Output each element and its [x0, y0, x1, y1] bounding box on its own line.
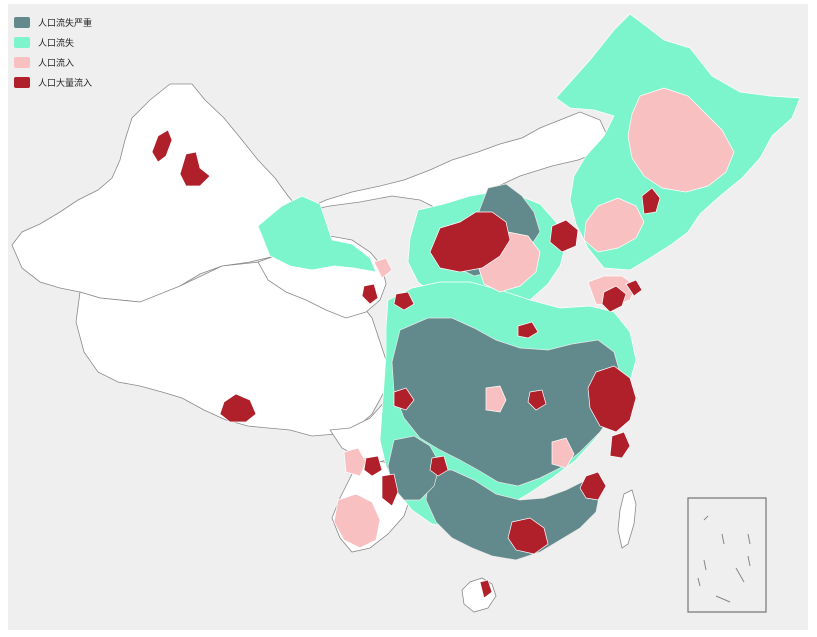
inset-island-mark: [747, 555, 751, 567]
inflow-liaoning[interactable]: [583, 197, 645, 253]
major-inflow-fuzhou[interactable]: [609, 431, 631, 459]
inflow-northeast-plain[interactable]: [627, 87, 735, 193]
inflow-jiangxi[interactable]: [551, 437, 575, 469]
inset-island-mark: [747, 533, 751, 545]
legend-swatch: [14, 76, 30, 88]
major-inflow-shanghai[interactable]: [587, 365, 637, 433]
major-inflow-inner-mongolia[interactable]: [429, 211, 511, 273]
major-inflow-lanzhou[interactable]: [361, 283, 379, 305]
major-inflow-qingdao[interactable]: [625, 279, 643, 297]
legend-swatch: [14, 56, 30, 68]
inset-island-mark: [697, 577, 701, 587]
legend-swatch: [14, 36, 30, 48]
major-inflow-beijing[interactable]: [549, 219, 579, 253]
major-inflow-dalian[interactable]: [601, 285, 627, 313]
hainan-island: [461, 577, 497, 613]
legend-item-major-inflow[interactable]: 人口大量流入: [14, 72, 92, 92]
major-inflow-chongqing[interactable]: [429, 455, 449, 477]
major-inflow-chengdu[interactable]: [393, 387, 415, 411]
taiwan-island: [617, 489, 637, 549]
major-inflow-karamay[interactable]: [179, 151, 211, 187]
inset-islands: [697, 515, 751, 603]
heavy-loss-southeast[interactable]: [425, 469, 601, 561]
inner-mongolia-west-region: [299, 111, 613, 215]
inset-island-mark: [703, 515, 709, 521]
inset-island-mark: [703, 559, 707, 571]
major-inflow-yinchuan[interactable]: [393, 291, 415, 311]
legend-item-severe-loss[interactable]: 人口流失严重: [14, 12, 92, 32]
major-inflow-kunming[interactable]: [381, 473, 399, 507]
inflow-yunnan[interactable]: [333, 493, 381, 549]
inflow-hubei[interactable]: [485, 385, 507, 413]
major-inflow-lhasa[interactable]: [219, 393, 257, 423]
legend-item-inflow[interactable]: 人口流入: [14, 52, 92, 72]
major-inflow-urumqi[interactable]: [151, 129, 173, 163]
major-inflow-regions: [151, 129, 661, 599]
major-inflow-wuhan[interactable]: [527, 389, 547, 411]
major-inflow-guiyang[interactable]: [363, 455, 383, 477]
major-inflow-xiamen[interactable]: [579, 471, 607, 501]
major-inflow-xian[interactable]: [517, 321, 539, 339]
northwest-loss-region[interactable]: [257, 195, 377, 273]
legend-label: 人口流失: [38, 38, 75, 49]
legend-label: 人口流失严重: [38, 18, 93, 29]
inset-island-mark: [735, 567, 745, 583]
legend-label: 人口大量流入: [38, 78, 93, 89]
inset-island-mark: [715, 595, 731, 603]
major-inflow-guangzhou[interactable]: [507, 517, 549, 555]
inset-island-mark: [721, 533, 725, 545]
major-inflow-harbin[interactable]: [641, 187, 661, 215]
inflow-xinjiang-north[interactable]: [373, 257, 393, 279]
legend: 人口流失严重 人口流失 人口流入 人口大量流入: [14, 12, 92, 92]
inflow-guizhou[interactable]: [343, 447, 367, 477]
legend-label: 人口流入: [38, 58, 75, 69]
major-inflow-haikou[interactable]: [479, 579, 493, 599]
legend-swatch: [14, 16, 30, 28]
south-china-sea-inset: [687, 497, 767, 613]
legend-item-loss[interactable]: 人口流失: [14, 32, 92, 52]
